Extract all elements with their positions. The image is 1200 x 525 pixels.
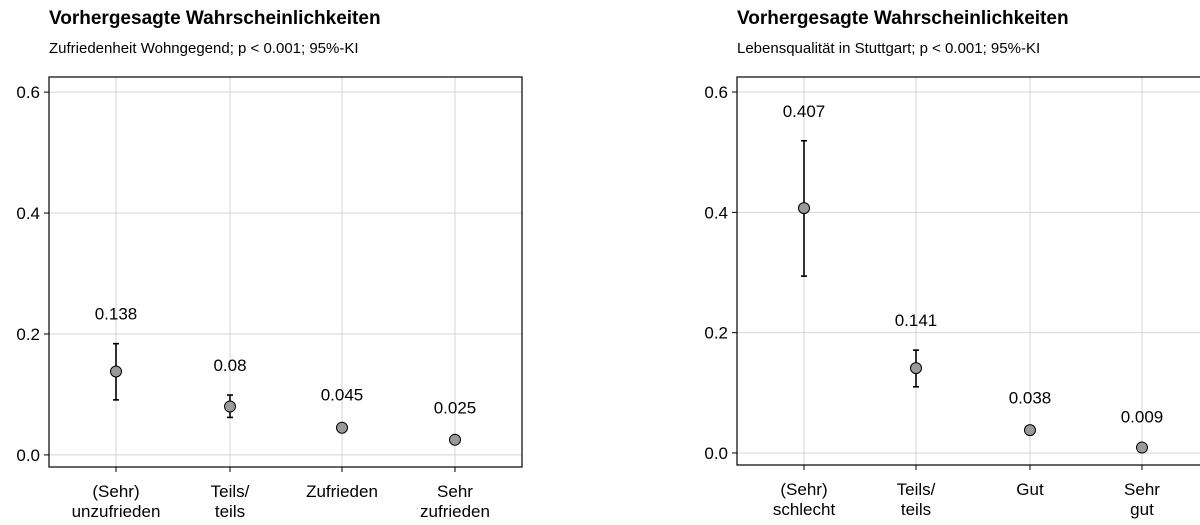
x-tick-label: (Sehr) unzufrieden bbox=[72, 482, 161, 521]
y-tick-label: 0.4 bbox=[16, 204, 40, 223]
y-tick-label: 0.2 bbox=[16, 325, 40, 344]
y-tick-label: 0.4 bbox=[704, 203, 728, 222]
y-tick-label: 0.6 bbox=[16, 83, 40, 102]
data-point bbox=[110, 365, 122, 378]
data-label: 0.025 bbox=[434, 398, 477, 417]
chart-panel-right: Vorhergesagte Wahrscheinlichkeiten Leben… bbox=[600, 0, 1200, 525]
chart-plot-right: 0.0 0.2 0.4 0.6 (Sehr) schlecht Teils/teils Gut… bbox=[704, 76, 1200, 519]
data-label: 0.138 bbox=[95, 305, 138, 324]
x-tick-label: Teils/teils bbox=[897, 480, 936, 519]
data-point bbox=[910, 362, 922, 375]
x-tick-label: Gut bbox=[1016, 480, 1044, 499]
data-point bbox=[1136, 441, 1148, 454]
x-tick-label: Teils/teils bbox=[211, 482, 250, 521]
data-label: 0.407 bbox=[783, 102, 826, 121]
data-label: 0.045 bbox=[321, 386, 364, 405]
x-tick-label: Sehr zufrieden bbox=[420, 482, 490, 521]
data-point bbox=[224, 400, 236, 413]
data-point bbox=[336, 421, 348, 434]
chart-panel-left: Vorhergesagte Wahrscheinlichkeiten Zufri… bbox=[0, 0, 560, 525]
data-label: 0.038 bbox=[1009, 389, 1052, 408]
chart-title: Vorhergesagte Wahrscheinlichkeiten bbox=[49, 8, 381, 29]
chart-subtitle: Zufriedenheit Wohngegend; p < 0.001; 95%… bbox=[49, 40, 359, 57]
data-label: 0.009 bbox=[1121, 407, 1164, 426]
data-point bbox=[1024, 424, 1036, 437]
plot-frame bbox=[48, 76, 523, 468]
chart-plot-left: 0.0 0.2 0.4 0.6 (Sehr) unzufrieden Teils/teils… bbox=[16, 76, 523, 521]
chart-title: Vorhergesagte Wahrscheinlichkeiten bbox=[737, 8, 1069, 29]
x-tick-label: Zufrieden bbox=[306, 482, 378, 501]
data-point bbox=[798, 202, 810, 215]
data-label: 0.141 bbox=[895, 311, 938, 330]
x-tick-label: (Sehr) schlecht bbox=[773, 480, 836, 519]
y-tick-label: 0.2 bbox=[704, 324, 728, 343]
data-point bbox=[449, 433, 461, 446]
chart-subtitle: Lebensqualität in Stuttgart; p < 0.001; … bbox=[737, 40, 1041, 57]
y-tick-label: 0.6 bbox=[704, 83, 728, 102]
data-label: 0.08 bbox=[213, 356, 246, 375]
y-tick-label: 0.0 bbox=[704, 444, 728, 463]
x-tick-label: Sehr gut bbox=[1124, 480, 1160, 519]
plot-frame bbox=[736, 76, 1200, 466]
y-tick-label: 0.0 bbox=[16, 446, 40, 465]
